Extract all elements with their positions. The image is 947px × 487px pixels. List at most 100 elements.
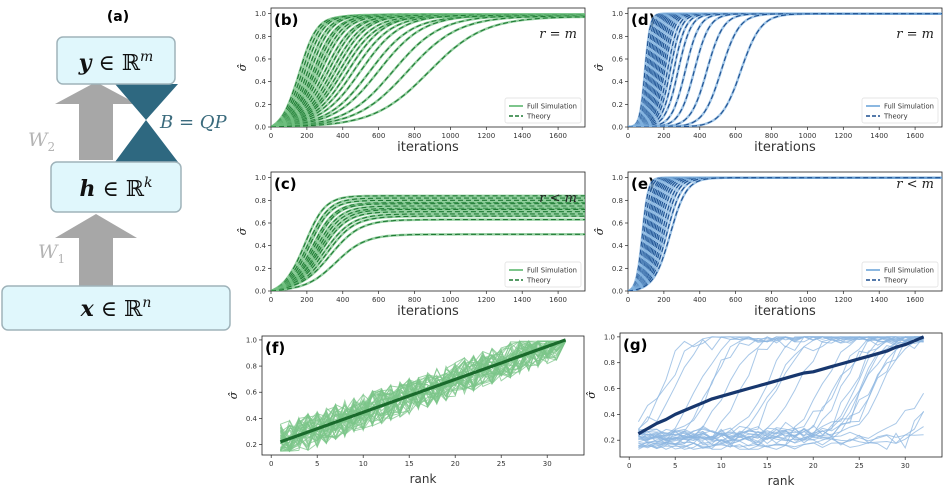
plot-frame xyxy=(261,335,585,456)
theory-line xyxy=(628,13,942,127)
chart-f: 0 5 10 15 20 25 30 0.2 0.4 0.6 0.8 1.0 rank σ̂ (f) xyxy=(227,335,585,486)
x-tick-label: 800 xyxy=(408,132,421,140)
y-tick-label: 0.6 xyxy=(246,389,258,397)
x-tick-label: 0 xyxy=(269,132,273,140)
theory-line xyxy=(271,215,585,291)
y-tick-label: 0.2 xyxy=(255,265,266,273)
y-tick-label: 0.0 xyxy=(255,288,266,296)
x-tick-label: 0 xyxy=(269,296,273,304)
plot-area xyxy=(271,12,585,127)
y-tick-label: 0.6 xyxy=(604,385,616,393)
theory-line xyxy=(271,15,585,127)
y-axis-label: σ̂ xyxy=(236,227,249,235)
hidden-node-label: h ∈ ℝk xyxy=(79,175,152,202)
regime-annotation: r = m xyxy=(896,27,934,42)
x-tick-label: 25 xyxy=(497,460,506,468)
x-tick-label: 15 xyxy=(763,462,772,470)
y-tick-label: 0.2 xyxy=(246,441,257,449)
network-diagram: (a) y ∈ ℝm h ∈ ℝk x ∈ ℝn W2 W1 B = QP xyxy=(1,9,231,331)
theory-line xyxy=(271,233,585,291)
legend-entry-simulation: Full Simulation xyxy=(527,267,577,275)
y-tick-label: 1.0 xyxy=(612,10,623,18)
legend-entry-theory: Theory xyxy=(526,277,551,285)
x-axis-label: iterations xyxy=(754,140,816,155)
y-tick-label: 0.6 xyxy=(255,56,267,64)
simulation-line xyxy=(271,210,585,291)
x-tick-label: 1000 xyxy=(442,132,460,140)
x-tick-label: 30 xyxy=(901,462,910,470)
input-node-label: x ∈ ℝn xyxy=(80,295,152,322)
sample-line xyxy=(638,336,924,430)
legend-box xyxy=(861,261,939,288)
theory-line xyxy=(271,199,585,291)
legend-box xyxy=(861,97,939,124)
x-tick-label: 1400 xyxy=(513,296,531,304)
x-tick-label: 5 xyxy=(315,460,319,468)
x-axis-label: iterations xyxy=(754,304,816,319)
plot-area xyxy=(279,338,567,453)
y-tick-label: 0.4 xyxy=(255,78,267,86)
x-tick-label: 1600 xyxy=(906,296,924,304)
theory-line xyxy=(271,205,585,291)
y-tick-label: 1.0 xyxy=(255,10,266,18)
y-tick-label: 0.0 xyxy=(255,124,266,132)
x-tick-label: 1600 xyxy=(906,132,924,140)
x-tick-label: 5 xyxy=(673,462,677,470)
x-tick-label: 1600 xyxy=(549,132,567,140)
y-tick-label: 0.2 xyxy=(612,101,623,109)
y-tick-label: 0.8 xyxy=(255,197,266,205)
x-tick-label: 1000 xyxy=(442,296,460,304)
x-tick-label: 1400 xyxy=(870,132,888,140)
theory-line xyxy=(628,13,942,127)
y-tick-label: 0.8 xyxy=(612,33,623,41)
y-tick-label: 0.8 xyxy=(255,33,266,41)
panel-label-g: (g) xyxy=(623,336,647,354)
plot-area xyxy=(271,194,585,291)
x-tick-label: 800 xyxy=(765,132,778,140)
x-axis-label: rank xyxy=(410,472,437,486)
legend: Full Simulation Theory xyxy=(861,97,939,124)
x-tick-label: 0 xyxy=(626,132,630,140)
x-tick-label: 1400 xyxy=(870,296,888,304)
chart-e: 0 200 400 600 800 1000 1200 1400 1600 0.0 0.2 0.4 0.… xyxy=(593,171,943,319)
theory-line xyxy=(628,13,942,127)
x-tick-label: 200 xyxy=(657,132,670,140)
sample-line xyxy=(638,410,925,447)
chart-c: 0 200 400 600 800 1000 1200 1400 1600 0.0 0.2 0.4 0.… xyxy=(236,171,586,319)
x-tick-label: 1000 xyxy=(799,296,817,304)
plot-frame xyxy=(627,7,943,128)
b-equals-qp-label: B = QP xyxy=(159,112,228,133)
sample-line xyxy=(280,340,566,452)
plot-frame xyxy=(270,171,586,292)
panel-label-f: (f) xyxy=(265,339,285,357)
x-tick-label: 200 xyxy=(300,132,313,140)
legend-entry-theory: Theory xyxy=(883,113,908,121)
w2-label: W2 xyxy=(28,129,55,154)
w1-label: W1 xyxy=(38,241,65,266)
x-axis-label: iterations xyxy=(397,304,459,319)
plot-frame xyxy=(627,171,943,292)
theory-line xyxy=(271,197,585,291)
y-tick-label: 0.6 xyxy=(255,220,267,228)
w1-arrow xyxy=(55,214,137,286)
x-tick-label: 10 xyxy=(359,460,368,468)
x-tick-label: 0 xyxy=(627,462,631,470)
y-tick-label: 0.6 xyxy=(612,56,624,64)
legend-entry-theory: Theory xyxy=(883,277,908,285)
sample-line xyxy=(638,411,924,450)
plot-area xyxy=(628,12,942,127)
y-tick-label: 1.0 xyxy=(604,333,615,341)
y-tick-label: 0.4 xyxy=(246,415,258,423)
x-tick-label: 400 xyxy=(693,132,706,140)
theory-line xyxy=(271,208,585,291)
x-axis-label: iterations xyxy=(397,140,459,155)
regime-annotation: r = m xyxy=(539,27,577,42)
y-tick-label: 0.2 xyxy=(612,265,623,273)
sample-line xyxy=(638,336,924,443)
plot-area xyxy=(637,335,925,450)
mean-line xyxy=(279,338,567,444)
x-tick-label: 200 xyxy=(657,296,670,304)
plot-frame xyxy=(619,332,943,458)
charts-container: 0 200 400 600 800 1000 1200 1400 16000.00.20.40.… xyxy=(227,7,943,487)
sample-line xyxy=(280,340,566,450)
